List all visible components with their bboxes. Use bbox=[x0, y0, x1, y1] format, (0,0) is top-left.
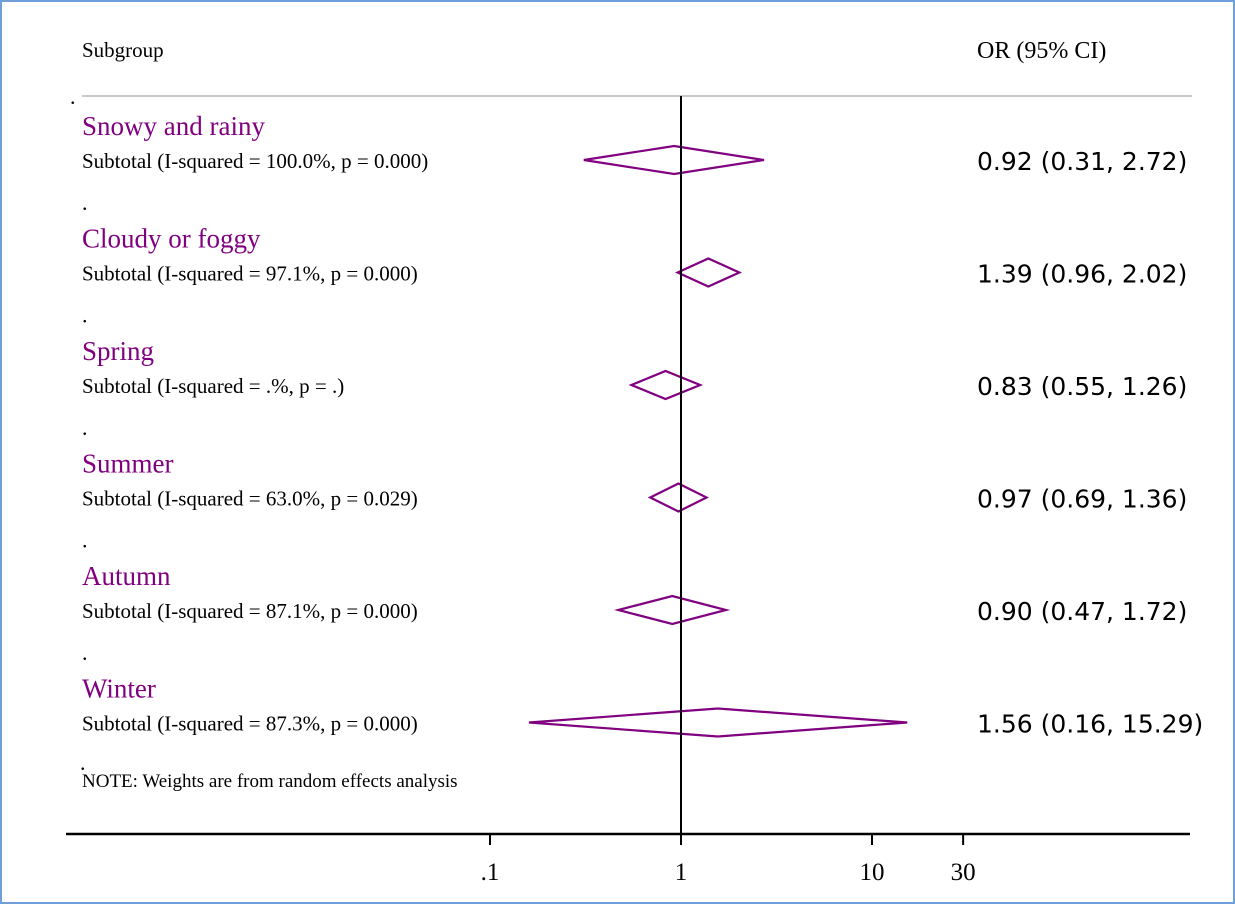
subtotal-label: Subtotal (I-squared = 87.3%, p = 0.000) bbox=[82, 712, 418, 736]
group-label: Cloudy or foggy bbox=[82, 224, 261, 254]
group-label: Autumn bbox=[82, 561, 171, 591]
group-label: Snowy and rainy bbox=[82, 111, 265, 141]
separator-dot: . bbox=[82, 640, 88, 665]
subtotal-label: Subtotal (I-squared = 63.0%, p = 0.029) bbox=[82, 487, 418, 511]
x-axis-ticks: .1 1 10 30 bbox=[481, 834, 976, 886]
header-dot: . bbox=[70, 84, 76, 109]
group-label: Summer bbox=[82, 449, 174, 479]
ci-diamond bbox=[647, 482, 709, 513]
subtotal-label: Subtotal (I-squared = 97.1%, p = 0.000) bbox=[82, 262, 418, 286]
header-subgroup: Subgroup bbox=[82, 38, 164, 62]
or-ci-value: 0.83 (0.55, 1.26) bbox=[977, 372, 1187, 401]
x-tick-label: 10 bbox=[860, 859, 885, 886]
ci-diamond bbox=[674, 257, 742, 288]
separator-dot: . bbox=[82, 528, 88, 553]
ci-diamond bbox=[583, 144, 765, 176]
or-ci-value: 0.92 (0.31, 2.72) bbox=[977, 147, 1187, 176]
header-or-ci: OR (95% CI) bbox=[977, 38, 1106, 64]
subtotal-label: Subtotal (I-squared = 87.1%, p = 0.000) bbox=[82, 599, 418, 623]
group-label: Winter bbox=[82, 674, 156, 704]
footnote-dot: . bbox=[80, 750, 86, 775]
or-ci-value: 0.97 (0.69, 1.36) bbox=[977, 485, 1187, 514]
subgroup-rows: Snowy and rainy Subtotal (I-squared = 100… bbox=[82, 111, 1203, 739]
x-tick-label: .1 bbox=[481, 859, 500, 886]
or-ci-value: 1.56 (0.16, 15.29) bbox=[977, 710, 1203, 739]
ci-diamond bbox=[613, 594, 731, 626]
subtotal-label: Subtotal (I-squared = 100.0%, p = 0.000) bbox=[82, 149, 428, 173]
ci-diamond bbox=[628, 369, 704, 401]
group-label: Spring bbox=[82, 336, 154, 366]
x-tick-label: 1 bbox=[675, 859, 688, 886]
footnote: NOTE: Weights are from random effects an… bbox=[82, 771, 458, 792]
separator-dot: . bbox=[82, 190, 88, 215]
subtotal-label: Subtotal (I-squared = .%, p = .) bbox=[82, 374, 344, 398]
separator-dot: . bbox=[82, 415, 88, 440]
x-tick-label: 30 bbox=[951, 859, 976, 886]
separator-dot: . bbox=[82, 303, 88, 328]
ci-diamond bbox=[528, 707, 908, 738]
or-ci-value: 0.90 (0.47, 1.72) bbox=[977, 597, 1187, 626]
ci-diamonds bbox=[528, 144, 908, 738]
or-ci-value: 1.39 (0.96, 2.02) bbox=[977, 260, 1187, 289]
